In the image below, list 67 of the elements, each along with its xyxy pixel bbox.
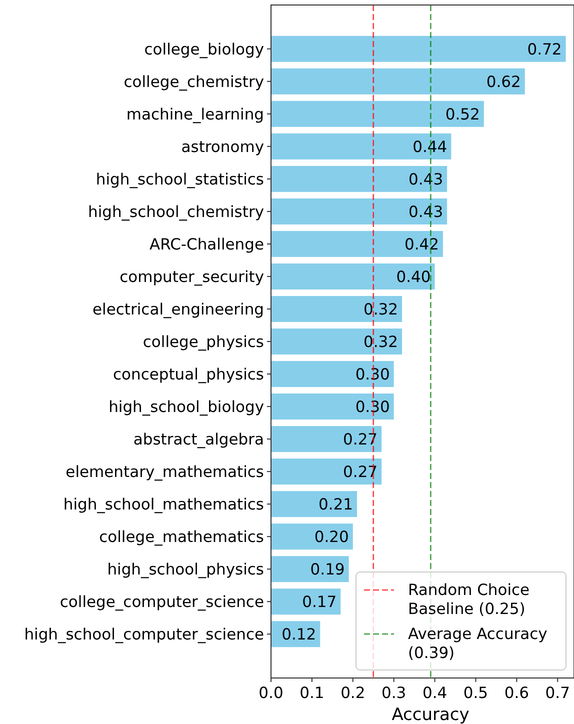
bar — [271, 394, 394, 420]
data-label: 0.19 — [310, 560, 345, 579]
data-label: 0.17 — [302, 593, 337, 612]
data-label: 0.27 — [343, 430, 378, 448]
y-tick-label: college_chemistry — [124, 72, 264, 91]
y-tick-label: high_school_mathematics — [63, 495, 264, 514]
bar — [271, 68, 525, 94]
data-label: 0.52 — [445, 105, 480, 124]
data-label: 0.43 — [408, 170, 444, 188]
y-tick-label: conceptual_physics — [113, 365, 264, 384]
bar — [271, 263, 435, 290]
data-label: 0.32 — [364, 332, 398, 351]
bar — [271, 458, 382, 485]
bar — [271, 230, 443, 257]
y-tick-label: high_school_physics — [107, 560, 264, 579]
data-label: 0.21 — [318, 495, 353, 514]
y-tick-label: ARC-Challenge — [149, 235, 264, 254]
x-tick-label: 0.6 — [504, 684, 530, 702]
data-label: 0.43 — [408, 202, 444, 221]
x-tick-label: 0.7 — [545, 684, 570, 702]
data-label: 0.40 — [396, 268, 431, 286]
ref-line-label: Average Accuracy (0.39) — [408, 625, 548, 662]
bar — [271, 133, 452, 160]
y-tick-label: college_physics — [142, 332, 264, 351]
x-tick-label: 0.4 — [422, 684, 448, 702]
bar — [271, 361, 394, 388]
y-tick-label: abstract_algebra — [133, 430, 264, 448]
y-tick-label: astronomy — [181, 138, 264, 156]
bar — [271, 524, 353, 550]
data-label: 0.30 — [355, 365, 390, 384]
y-tick-label: college_mathematics — [99, 528, 264, 546]
data-label: 0.30 — [355, 398, 390, 416]
bar — [271, 588, 341, 615]
data-label: 0.20 — [314, 528, 349, 546]
data-label: 0.42 — [404, 235, 439, 254]
y-tick-label: computer_security — [120, 268, 264, 286]
bar — [271, 491, 357, 518]
y-tick-label: college_biology — [144, 40, 264, 58]
y-tick-label: machine_learning — [126, 105, 264, 124]
data-label: 0.62 — [486, 72, 521, 91]
y-tick-label: high_school_computer_science — [24, 626, 264, 644]
x-axis-title: Accuracy — [392, 705, 470, 724]
bar — [271, 36, 566, 62]
y-tick-label: electrical_engineering — [92, 300, 264, 318]
data-label: 0.12 — [282, 626, 316, 644]
data-label: 0.72 — [527, 40, 562, 58]
x-tick-label: 0.0 — [258, 684, 284, 702]
data-label: 0.44 — [412, 138, 448, 156]
data-label: 0.27 — [343, 462, 378, 481]
x-tick-label: 0.1 — [300, 684, 324, 702]
bar — [271, 556, 349, 582]
y-tick-label: elementary_mathematics — [66, 462, 264, 481]
bar — [271, 426, 382, 452]
bar — [271, 166, 448, 192]
bar — [271, 328, 402, 355]
bar — [271, 100, 484, 127]
data-label: 0.32 — [364, 300, 398, 318]
bar — [271, 296, 402, 322]
y-tick-label: high_school_chemistry — [88, 202, 264, 221]
x-tick-label: 0.2 — [340, 684, 366, 702]
y-tick-label: college_computer_science — [60, 593, 264, 612]
ref-line-label: Random Choice Baseline (0.25) — [408, 581, 530, 618]
x-tick-label: 0.3 — [382, 684, 406, 702]
x-tick-label: 0.5 — [463, 684, 488, 702]
y-tick-label: high_school_biology — [108, 398, 264, 416]
y-tick-label: high_school_statistics — [96, 170, 264, 188]
bar — [271, 198, 448, 224]
